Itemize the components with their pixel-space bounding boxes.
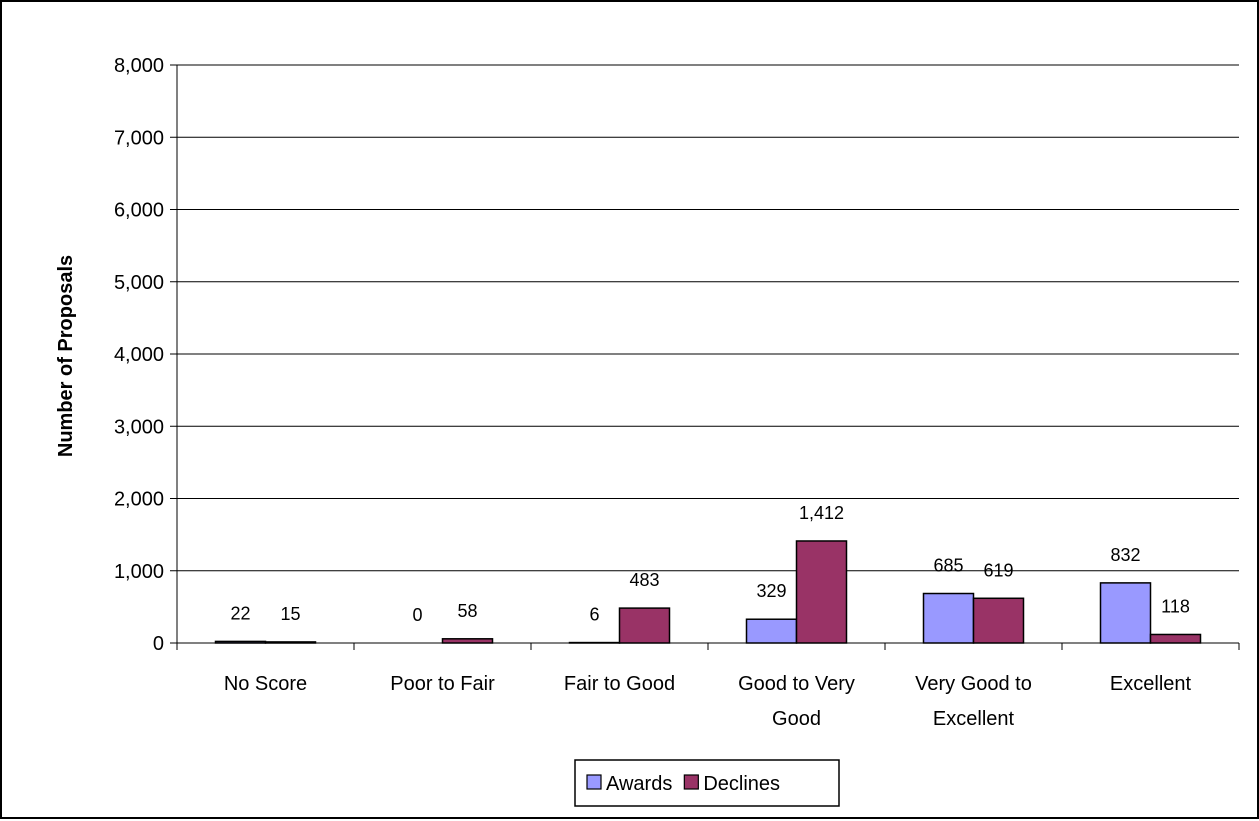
labels: 22 15 No Score 0 58 Poor to Fair 6 483 Fair to G… [224, 503, 1192, 730]
data-label: 619 [983, 560, 1013, 580]
bar-declines [797, 541, 847, 643]
y-tick-label: 2,000 [114, 489, 164, 511]
data-label: 15 [280, 604, 300, 624]
x-tick-label: No Score [224, 673, 307, 695]
legend: Awards Declines [575, 760, 839, 806]
x-tick-label: Very Good to [915, 673, 1032, 695]
bar-awards [1101, 583, 1151, 643]
y-tick-label: 6,000 [114, 200, 164, 222]
legend-swatch-declines [684, 775, 698, 789]
x-tick-label: Good to Very [738, 673, 855, 695]
y-tick-label: 0 [153, 633, 164, 655]
gridlines [177, 65, 1239, 571]
bar-awards [924, 594, 974, 643]
x-tick-label: Excellent [1110, 673, 1192, 695]
data-label: 685 [933, 556, 963, 576]
bar-awards [216, 641, 266, 643]
data-label: 1,412 [799, 503, 844, 523]
y-axis-title: Number of Proposals [55, 255, 77, 457]
data-label: 832 [1110, 545, 1140, 565]
x-tick-label: Excellent [933, 708, 1015, 730]
legend-swatch-awards [587, 775, 601, 789]
bar-declines [266, 642, 316, 643]
y-tick-label: 5,000 [114, 272, 164, 294]
data-label: 329 [756, 581, 786, 601]
y-tick-label: 1,000 [114, 561, 164, 583]
bar-declines [620, 608, 670, 643]
y-tick-label: 8,000 [114, 55, 164, 77]
y-tick-label: 4,000 [114, 344, 164, 366]
data-label: 118 [1161, 596, 1190, 616]
x-tick-label: Good [772, 708, 821, 730]
data-label: 58 [457, 601, 477, 621]
x-tick-label: Poor to Fair [390, 673, 495, 695]
x-tick-label: Fair to Good [564, 673, 675, 695]
data-label: 22 [230, 603, 250, 623]
y-tick-label: 3,000 [114, 416, 164, 438]
bar-declines [443, 639, 493, 643]
data-label: 6 [589, 605, 599, 625]
data-label: 0 [412, 605, 422, 625]
bar-declines [1151, 634, 1201, 643]
y-tick-label: 7,000 [114, 127, 164, 149]
legend-label-declines: Declines [703, 773, 780, 795]
legend-label-awards: Awards [606, 773, 672, 795]
data-label: 483 [629, 570, 659, 590]
bar-awards [747, 619, 797, 643]
bars [216, 541, 1201, 643]
bar-declines [974, 598, 1024, 643]
axes: 0 1,000 2,000 3,000 4,000 5,000 6,000 7,000 8,00… [114, 55, 1239, 655]
